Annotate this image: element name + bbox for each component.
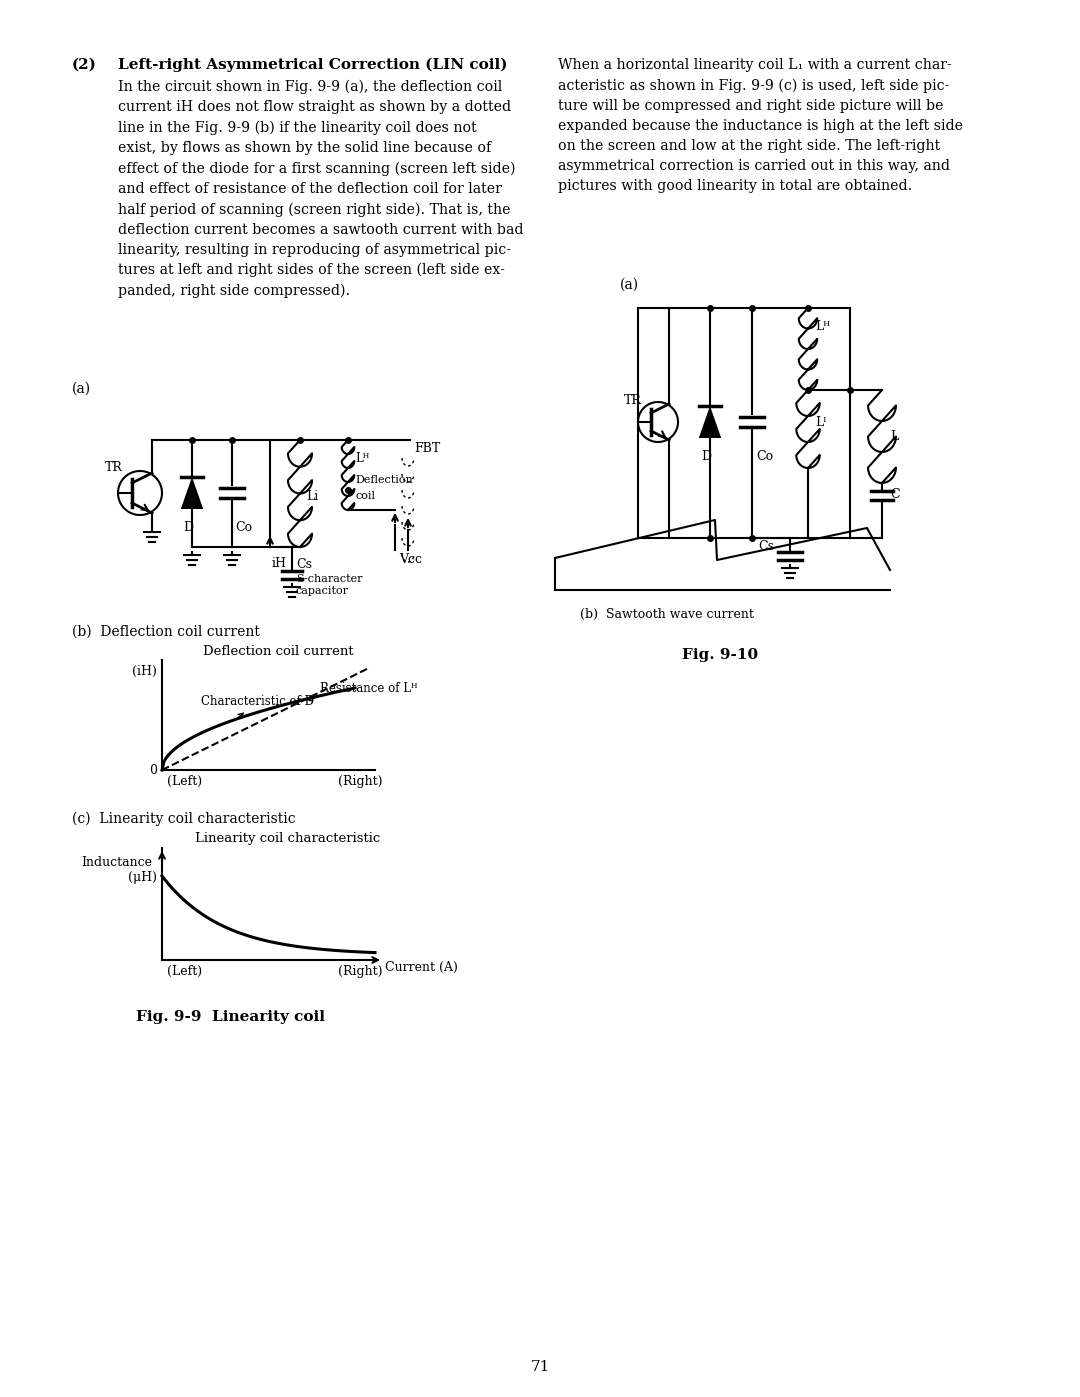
Text: Resistance of Lᴴ: Resistance of Lᴴ	[307, 682, 418, 701]
Text: TR: TR	[105, 461, 123, 474]
Text: Co: Co	[756, 450, 773, 462]
Text: Li: Li	[306, 490, 319, 503]
Text: Deflection: Deflection	[355, 475, 413, 485]
Text: iH: iH	[272, 557, 287, 570]
Text: (iH): (iH)	[132, 665, 157, 678]
Text: (μH): (μH)	[129, 870, 157, 884]
Text: Fig. 9-9  Linearity coil: Fig. 9-9 Linearity coil	[135, 1010, 324, 1024]
Text: coil: coil	[355, 490, 375, 502]
Text: Fig. 9-10: Fig. 9-10	[681, 648, 758, 662]
Text: Characteristic of D: Characteristic of D	[201, 694, 314, 718]
Text: (Left): (Left)	[167, 775, 202, 788]
Text: Current (A): Current (A)	[384, 961, 458, 974]
Text: (Right): (Right)	[338, 775, 382, 788]
Text: Lᴵ: Lᴵ	[815, 415, 826, 429]
Text: C: C	[890, 489, 900, 502]
Text: (Right): (Right)	[338, 965, 382, 978]
Text: TR: TR	[624, 394, 642, 407]
Text: In the circuit shown in Fig. 9-9 (a), the deflection coil
current iH does not fl: In the circuit shown in Fig. 9-9 (a), th…	[118, 80, 524, 298]
Text: L: L	[890, 429, 899, 443]
Text: Vcc: Vcc	[399, 553, 422, 566]
Text: Linearity coil characteristic: Linearity coil characteristic	[195, 833, 380, 845]
Text: (2): (2)	[72, 59, 97, 73]
Polygon shape	[699, 407, 721, 439]
Text: Cs: Cs	[296, 559, 312, 571]
Text: Left-right Asymmetrical Correction (LIN coil): Left-right Asymmetrical Correction (LIN …	[118, 59, 508, 73]
Polygon shape	[180, 476, 203, 509]
Text: 71: 71	[530, 1361, 550, 1375]
Text: Lᴴ: Lᴴ	[815, 320, 831, 332]
Text: D: D	[701, 450, 711, 462]
Text: FBT: FBT	[414, 441, 441, 455]
Text: (b)  Deflection coil current: (b) Deflection coil current	[72, 624, 260, 638]
Text: (b)  Sawtooth wave current: (b) Sawtooth wave current	[580, 608, 754, 622]
Text: (a): (a)	[72, 381, 91, 395]
Text: Inductance: Inductance	[81, 856, 152, 869]
Text: (a): (a)	[620, 278, 639, 292]
Text: (c)  Linearity coil characteristic: (c) Linearity coil characteristic	[72, 812, 296, 827]
Text: Cs: Cs	[758, 539, 774, 552]
Text: D: D	[183, 521, 193, 534]
Text: Co: Co	[235, 521, 252, 534]
Text: S-character: S-character	[296, 574, 363, 584]
Text: Deflection coil current: Deflection coil current	[203, 645, 353, 658]
Text: Lᴴ: Lᴴ	[355, 451, 369, 464]
Text: capacitor: capacitor	[296, 585, 349, 597]
Text: When a horizontal linearity coil L₁ with a current char-
acteristic as shown in : When a horizontal linearity coil L₁ with…	[558, 59, 963, 193]
Text: 0: 0	[149, 764, 157, 777]
Text: (Left): (Left)	[167, 965, 202, 978]
